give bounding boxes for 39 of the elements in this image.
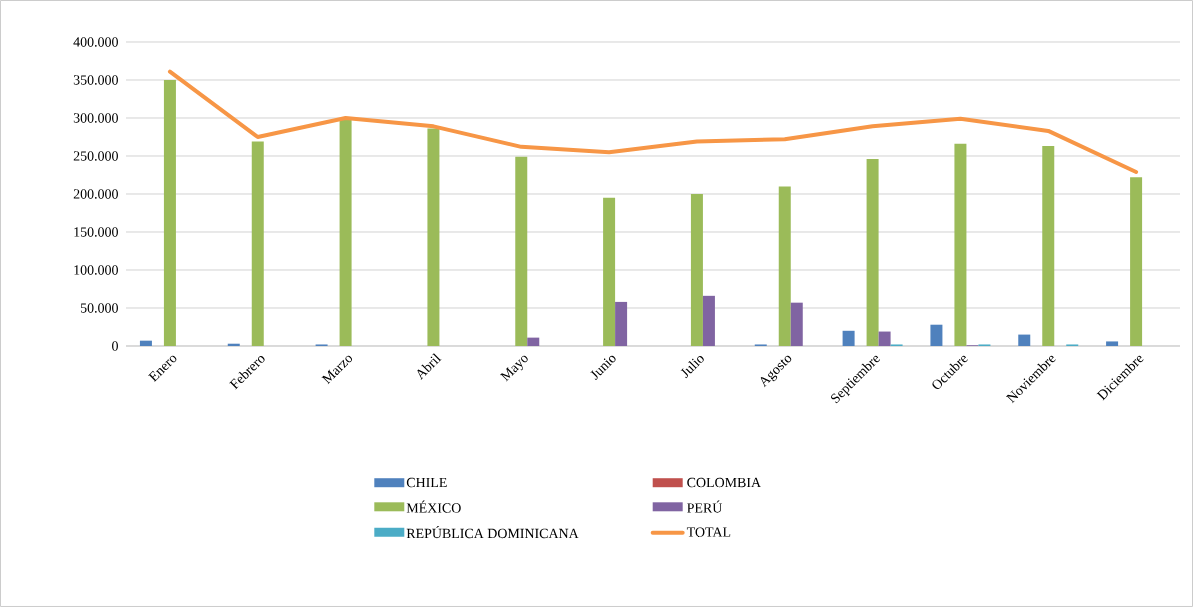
bar [842, 330, 855, 346]
legend-label: CHILE [406, 477, 447, 488]
bar [515, 156, 528, 346]
bar [778, 186, 791, 346]
x-tick-label: Julio [680, 356, 704, 379]
y-tick-label: 0 [112, 341, 118, 351]
legend-label: PERÚ [687, 500, 723, 513]
bar [339, 119, 352, 346]
bar [163, 79, 176, 346]
bar [866, 159, 879, 346]
bar [527, 337, 540, 346]
legend-label: TOTAL [686, 527, 731, 537]
legend-label: MÉXICO [406, 500, 461, 513]
bar [790, 302, 803, 346]
legend-label: COLOMBIA [687, 477, 761, 488]
y-tick-label: 50.000 [80, 303, 118, 313]
bar [1106, 341, 1119, 346]
y-tick-label: 350.000 [73, 75, 118, 85]
bar [878, 331, 891, 346]
y-tick-label: 200.000 [73, 189, 118, 199]
bar [139, 340, 152, 346]
bar [690, 193, 703, 346]
line-series [167, 69, 1139, 174]
y-tick-label: 250.000 [73, 151, 118, 161]
bar [954, 143, 967, 346]
bar [615, 301, 628, 346]
bar [930, 324, 943, 346]
bar [1130, 177, 1143, 346]
legend-label: REPÚBLICA DOMINICANA [406, 526, 579, 539]
bar [251, 141, 264, 346]
bar [1042, 146, 1055, 346]
y-tick-label: 400.000 [73, 37, 118, 47]
bar [603, 197, 616, 346]
bar [1018, 334, 1031, 346]
y-tick-label: 300.000 [73, 113, 118, 123]
bar [702, 295, 715, 346]
y-tick-label: 150.000 [74, 227, 118, 237]
bar [427, 128, 440, 346]
y-tick-label: 100.000 [74, 265, 118, 275]
